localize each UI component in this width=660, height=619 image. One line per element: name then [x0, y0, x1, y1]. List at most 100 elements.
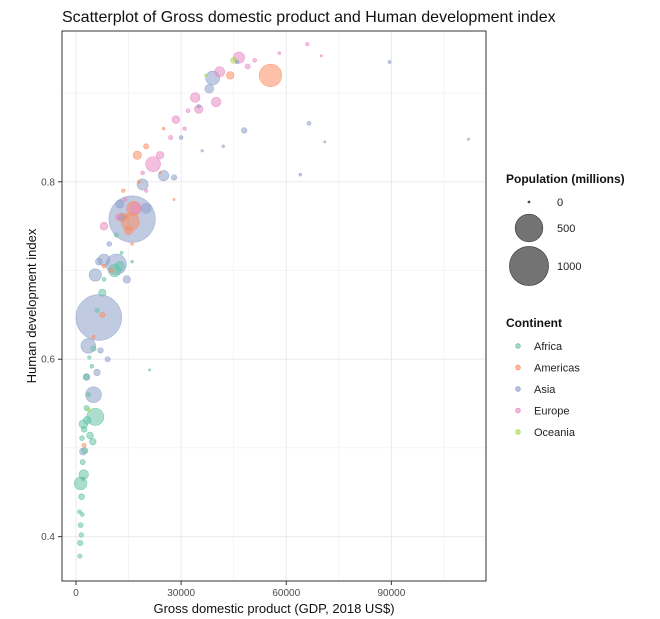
data-point-asia	[140, 203, 152, 214]
data-point-americas	[161, 126, 166, 131]
x-tick-label: 60000	[272, 588, 300, 599]
y-axis: 0.4 0.6 0.8	[41, 177, 62, 543]
color-legend-key	[515, 429, 521, 435]
data-point-africa	[94, 307, 100, 313]
color-legend-label: Africa	[534, 341, 563, 353]
data-point-asia	[196, 104, 201, 109]
data-point-africa	[78, 532, 84, 538]
plot-area	[61, 30, 487, 582]
data-point-europe	[144, 188, 149, 193]
gridlines	[62, 31, 486, 581]
data-point-africa	[89, 364, 95, 369]
data-point-europe	[155, 151, 165, 160]
data-point-asia	[387, 60, 392, 64]
data-point-asia	[122, 275, 131, 284]
size-legend-label: 1000	[557, 261, 581, 273]
color-legend-label: Americas	[534, 363, 580, 375]
data-point-europe	[129, 202, 142, 215]
color-legend-key	[515, 386, 521, 392]
data-point-europe	[122, 197, 128, 202]
data-point-africa	[77, 509, 82, 515]
plot-border	[61, 30, 487, 582]
data-point-asia	[235, 59, 240, 65]
data-point-asia	[323, 140, 327, 144]
data-point-americas	[81, 442, 87, 448]
chart-title: Scatterplot of Gross domestic product an…	[62, 9, 556, 26]
data-point-europe	[115, 214, 122, 221]
data-point-asia	[106, 241, 113, 247]
y-tick-label: 0.8	[41, 177, 55, 188]
data-point-americas	[124, 226, 134, 236]
data-point-africa	[79, 459, 86, 466]
y-axis-title: Human development index	[24, 228, 39, 383]
data-point-africa	[81, 447, 89, 454]
data-point-africa	[119, 250, 124, 255]
data-point-africa	[90, 345, 97, 352]
data-point-asia	[241, 127, 248, 134]
data-point-africa	[114, 261, 125, 272]
data-point-africa	[87, 355, 92, 360]
size-legend-key	[527, 200, 531, 204]
data-point-asia	[97, 347, 104, 354]
size-legend-label: 500	[557, 223, 575, 235]
color-legend-key	[515, 407, 521, 414]
data-point-africa	[130, 259, 134, 264]
y-tick-label: 0.6	[41, 355, 55, 366]
color-legend: Continent Africa Americas Asia Europe Oceani…	[506, 316, 580, 439]
data-point-asia	[178, 135, 184, 140]
data-point-americas	[99, 312, 106, 318]
size-legend: Population (millions) 0 500 1000	[506, 172, 625, 286]
data-point-oceania	[204, 73, 208, 77]
data-point-africa	[83, 373, 90, 381]
data-point-africa	[86, 392, 92, 398]
data-point-asia	[95, 257, 103, 266]
color-legend-title: Continent	[506, 316, 562, 330]
data-point-asia	[93, 368, 101, 377]
data-point-americas	[258, 63, 283, 87]
x-axis-title: Gross domestic product (GDP, 2018 US$)	[153, 601, 394, 616]
data-point-americas	[226, 71, 235, 80]
data-point-europe	[319, 54, 323, 58]
data-point-europe	[244, 63, 251, 70]
data-point-americas	[172, 198, 176, 201]
data-point-africa	[77, 553, 83, 559]
data-point-asia	[75, 294, 122, 341]
size-legend-title: Population (millions)	[506, 172, 625, 186]
color-legend-key	[515, 364, 521, 371]
data-points	[73, 42, 470, 559]
x-tick-label: 90000	[377, 588, 405, 599]
data-point-africa	[77, 539, 84, 546]
data-point-africa	[80, 426, 88, 433]
data-point-asia	[200, 149, 204, 153]
data-point-americas	[108, 268, 114, 273]
data-point-europe	[211, 96, 222, 108]
data-point-asia	[85, 386, 102, 403]
data-point-americas	[137, 179, 141, 184]
data-point-europe	[190, 92, 201, 103]
x-tick-label: 0	[73, 588, 79, 599]
x-axis: 0 30000 60000 90000	[73, 581, 406, 599]
data-point-europe	[171, 115, 181, 124]
data-point-asia	[115, 199, 125, 209]
data-point-europe	[145, 156, 161, 172]
data-point-americas	[132, 150, 142, 160]
data-point-asia	[204, 83, 214, 94]
color-legend-label: Asia	[534, 384, 556, 396]
data-point-americas	[158, 171, 162, 175]
data-point-asia	[298, 173, 302, 177]
color-legend-label: Oceania	[534, 427, 576, 439]
data-point-americas	[124, 215, 129, 220]
data-point-europe	[182, 126, 187, 131]
size-legend-label: 0	[557, 197, 563, 209]
data-point-americas	[143, 143, 150, 150]
data-point-asia	[88, 268, 102, 282]
data-point-asia	[221, 144, 225, 148]
data-point-africa	[113, 232, 119, 238]
data-point-africa	[80, 512, 85, 517]
data-point-africa	[77, 522, 84, 528]
data-point-europe	[277, 51, 281, 55]
color-legend-label: Europe	[534, 406, 569, 418]
data-point-africa	[101, 277, 107, 282]
data-point-americas	[101, 263, 107, 269]
data-point-asia	[467, 137, 470, 141]
